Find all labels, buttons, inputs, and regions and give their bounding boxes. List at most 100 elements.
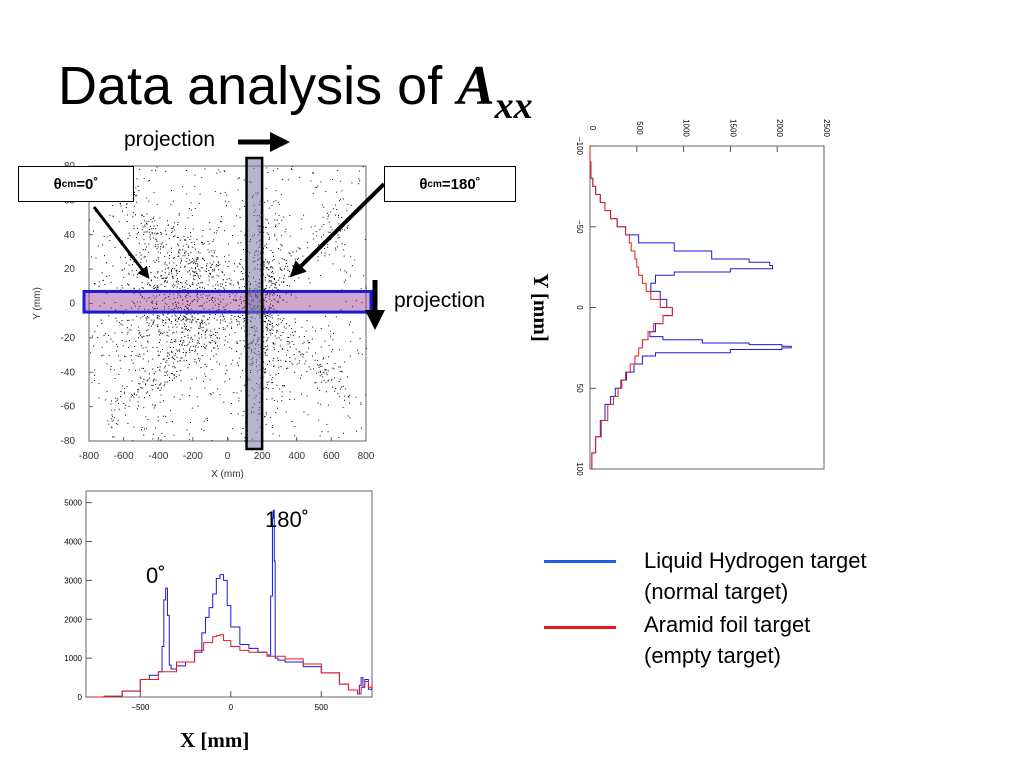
scatter-point: [128, 272, 130, 274]
scatter-point: [118, 321, 120, 323]
scatter-point: [265, 423, 267, 425]
scatter-point: [165, 297, 167, 298]
scatter-point: [172, 200, 174, 202]
scatter-point: [291, 294, 292, 296]
scatter-point: [316, 360, 318, 362]
scatter-point: [341, 386, 343, 388]
scatter-point: [168, 258, 170, 260]
scatter-point: [282, 385, 284, 387]
scatter-point: [198, 327, 200, 329]
hist-x-tick-label: −500: [131, 703, 150, 712]
scatter-point: [267, 388, 269, 390]
scatter-point: [358, 178, 360, 180]
scatter-point: [143, 297, 145, 299]
scatter-point: [341, 371, 343, 373]
scatter-point: [287, 265, 289, 267]
scatter-point: [338, 366, 340, 368]
scatter-point: [319, 435, 321, 437]
scatter-point: [226, 278, 228, 280]
scatter-point: [285, 260, 287, 262]
scatter-point: [109, 240, 111, 242]
scatter-point: [151, 221, 153, 223]
scatter-point: [273, 293, 275, 295]
scatter-point: [276, 219, 278, 221]
scatter-point: [153, 288, 155, 290]
scatter-point: [220, 193, 222, 194]
scatter-point: [140, 261, 142, 263]
scatter-point: [148, 325, 150, 327]
scatter-point: [180, 307, 182, 308]
scatter-point: [270, 334, 272, 336]
scatter-point: [206, 301, 208, 303]
scatter-point: [161, 432, 163, 434]
scatter-point: [111, 400, 112, 402]
scatter-point: [127, 283, 128, 285]
scatter-point: [146, 330, 148, 332]
scatter-point: [186, 300, 188, 302]
scatter-point: [266, 293, 268, 295]
scatter-point: [268, 261, 270, 263]
scatter-point: [184, 316, 186, 318]
scatter-point: [173, 341, 175, 342]
scatter-point: [164, 263, 166, 265]
scatter-point: [217, 262, 219, 264]
scatter-point: [157, 387, 159, 389]
scatter-point: [160, 232, 162, 234]
scatter-point: [128, 319, 130, 321]
scatter-point: [193, 259, 195, 261]
scatter-point: [187, 304, 189, 305]
scatter-point: [172, 293, 174, 295]
scatter-point: [201, 282, 203, 284]
scatter-point: [164, 280, 166, 282]
scatter-point: [124, 407, 126, 409]
scatter-point: [298, 362, 300, 364]
scatter-point: [238, 397, 240, 399]
scatter-point: [116, 287, 118, 289]
scatter-point: [168, 326, 170, 328]
scatter-point: [210, 358, 212, 360]
scatter-point: [274, 284, 276, 285]
scatter-point: [318, 364, 320, 366]
scatter-point: [294, 331, 296, 333]
scatter-point: [134, 346, 136, 347]
scatter-point: [187, 217, 189, 219]
scatter-point: [244, 318, 245, 319]
scatter-point: [178, 318, 179, 319]
scatter-point: [177, 243, 178, 245]
scatter-point: [209, 228, 211, 230]
scatter-point: [121, 269, 123, 271]
scatter-point: [157, 420, 159, 422]
scatter-point: [274, 343, 276, 345]
scatter-point: [166, 303, 168, 305]
scatter-point: [194, 335, 196, 337]
scatter-point: [182, 249, 184, 251]
scatter-point: [214, 314, 216, 315]
scatter-point: [140, 294, 142, 296]
scatter-point: [319, 228, 321, 230]
scatter-point: [122, 287, 124, 289]
scatter-point: [152, 314, 154, 316]
scatter-point: [267, 363, 268, 365]
scatter-point: [224, 318, 225, 320]
scatter-point: [199, 270, 201, 272]
scatter-point: [143, 335, 145, 337]
scatter-point: [291, 362, 293, 364]
scatter-point: [202, 320, 204, 322]
scatter-point: [309, 342, 310, 343]
scatter-point: [227, 243, 229, 245]
scatter-point: [97, 337, 99, 338]
scatter-point: [349, 355, 351, 357]
scatter-point: [285, 263, 287, 264]
scatter-point: [218, 269, 220, 271]
scatter-point: [206, 271, 207, 273]
scatter-point: [224, 339, 226, 341]
scatter-point: [205, 345, 207, 347]
scatter-point: [271, 266, 273, 268]
scatter-point: [267, 261, 269, 263]
scatter-point: [342, 407, 344, 409]
scatter-point: [126, 214, 128, 216]
scatter-point: [216, 332, 218, 333]
scatter-point: [265, 227, 267, 228]
scatter-point: [277, 201, 279, 203]
scatter-point: [195, 349, 196, 351]
